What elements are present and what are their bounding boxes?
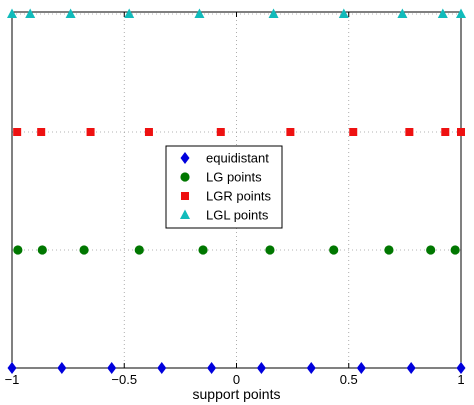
legend-label: equidistant <box>206 151 269 166</box>
legend: equidistant LG points LGR points LGL points <box>165 145 283 229</box>
data-point <box>450 245 460 255</box>
data-point <box>144 128 153 136</box>
data-point <box>268 8 279 18</box>
data-point <box>7 8 17 18</box>
data-point <box>107 362 117 374</box>
data-point <box>79 245 89 255</box>
data-point <box>57 362 67 374</box>
data-point <box>397 8 408 18</box>
data-point <box>13 128 22 136</box>
data-point <box>329 245 339 255</box>
data-point <box>356 362 366 374</box>
data-point <box>7 362 17 374</box>
legend-label: LG points <box>206 170 262 185</box>
data-point <box>134 245 144 255</box>
x-tick-label: 0 <box>233 372 240 387</box>
data-markers <box>7 8 466 374</box>
data-point <box>13 245 23 255</box>
x-tick-label: −1 <box>5 372 20 387</box>
data-point <box>37 245 47 255</box>
data-point <box>441 128 450 136</box>
data-point <box>198 245 208 255</box>
data-point <box>265 245 275 255</box>
data-point <box>124 8 135 18</box>
legend-label: LGR points <box>206 189 272 204</box>
legend-label: LGL points <box>206 208 269 223</box>
grid <box>123 12 350 368</box>
data-point <box>286 128 295 136</box>
legend-marker <box>180 209 190 219</box>
data-point <box>457 128 465 136</box>
data-point <box>456 362 466 374</box>
data-point <box>194 8 205 18</box>
data-point <box>256 362 266 374</box>
data-point <box>456 8 466 18</box>
data-point <box>384 245 394 255</box>
data-point <box>65 8 76 18</box>
data-point <box>426 245 436 255</box>
data-point <box>306 362 316 374</box>
data-point <box>86 128 95 136</box>
x-tick-label: −0.5 <box>111 372 137 387</box>
legend-marker <box>181 192 189 200</box>
data-point <box>157 362 167 374</box>
data-point <box>25 8 36 18</box>
data-point <box>349 128 358 136</box>
data-point <box>338 8 349 18</box>
x-axis-label: support points <box>193 386 281 402</box>
data-point <box>37 128 46 136</box>
data-point <box>437 8 448 18</box>
x-tick-label: 1 <box>457 372 464 387</box>
data-point <box>207 362 217 374</box>
data-point <box>216 128 225 136</box>
x-tick-label: 0.5 <box>340 372 358 387</box>
legend-marker <box>180 152 190 164</box>
legend-marker <box>180 172 190 182</box>
data-point <box>406 362 416 374</box>
data-point <box>405 128 414 136</box>
